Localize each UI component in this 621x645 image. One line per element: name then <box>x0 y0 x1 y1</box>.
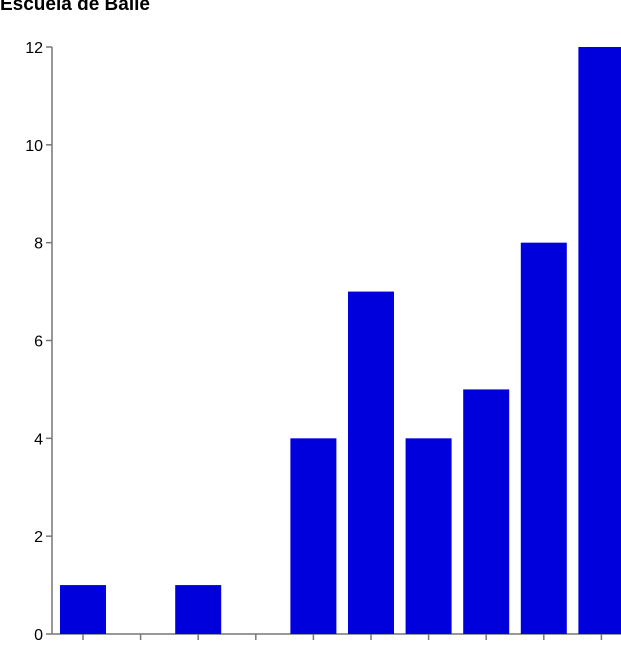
bar-6 <box>348 291 394 634</box>
y-tick-label: 8 <box>34 236 43 253</box>
y-tick-label: 12 <box>25 40 43 57</box>
bar-5 <box>290 438 337 634</box>
y-tick-label: 6 <box>34 334 43 351</box>
bar-9 <box>520 242 567 634</box>
y-tick-label: 10 <box>25 138 43 155</box>
bars <box>60 47 621 634</box>
y-tick-label: 4 <box>34 431 43 448</box>
bar-3 <box>175 585 222 634</box>
bar-7 <box>405 438 452 634</box>
bar-8 <box>463 389 510 634</box>
y-axis: 0 2 4 6 8 10 12 <box>25 40 53 644</box>
y-tick-label: 0 <box>34 627 43 644</box>
bar-10 <box>578 47 621 634</box>
bar-1 <box>60 585 106 634</box>
y-tick-label: 2 <box>34 529 43 546</box>
chart-title: Escuela de Baile <box>0 0 150 15</box>
x-axis: 12345678910 <box>52 633 621 640</box>
